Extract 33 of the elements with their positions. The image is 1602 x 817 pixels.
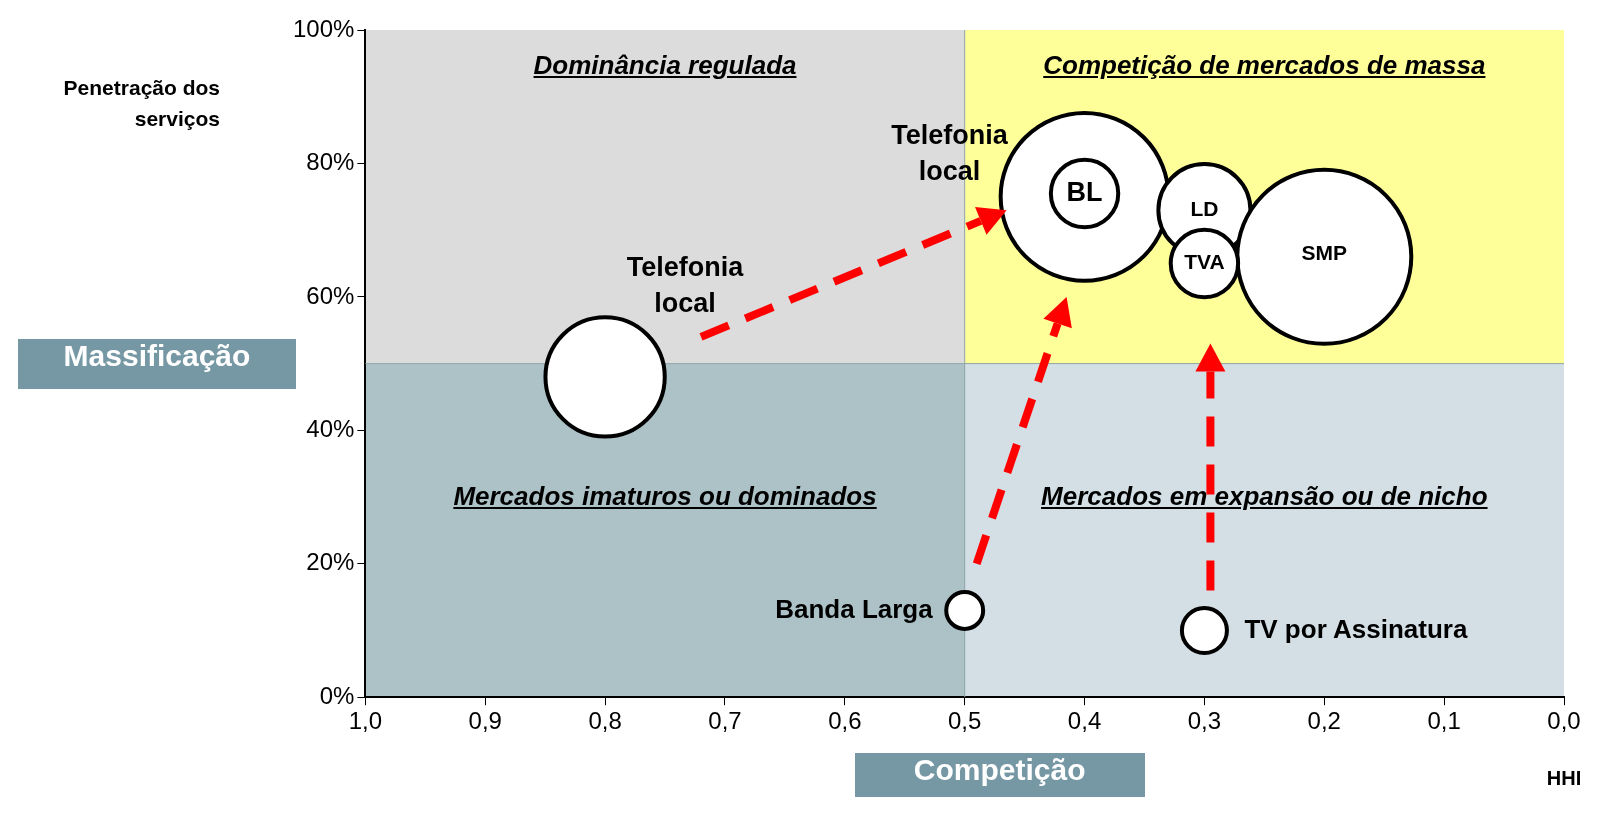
x-axis-title: HHI (1545, 767, 1583, 791)
annotation: Mercados em expansão ou de nicho (1040, 480, 1489, 512)
series-label: BL (1066, 176, 1103, 207)
y-tick-label: 0% (319, 681, 355, 709)
x-tick-label: 0,1 (1427, 707, 1461, 735)
x-tick-label: 0,0 (1547, 707, 1581, 735)
x-tick-label: 0,4 (1067, 707, 1102, 735)
x-tick-label: 0,5 (948, 707, 982, 735)
x-tick-label: 0,6 (828, 707, 862, 735)
x-tick-label: 0,7 (708, 707, 742, 735)
series-label: SMP (1301, 240, 1348, 264)
y-axis-title: Penetração dos serviços (62, 75, 220, 132)
x-tick-label: 0,3 (1187, 707, 1222, 735)
annotation: Dominância regulada (532, 50, 798, 81)
y-tick-label: 80% (306, 148, 355, 176)
y-tick-label: 60% (306, 281, 355, 309)
series-label: Banda Larga (775, 593, 934, 624)
series-label: Telefonia local (626, 252, 745, 319)
x-tick-label: 0,9 (468, 707, 502, 735)
series-label: TVA (1184, 250, 1225, 274)
annotation: Mercados imaturos ou dominados (452, 480, 878, 512)
x-tick-label: 0,2 (1307, 707, 1341, 735)
text: Massificação (18, 338, 296, 389)
x-tick-label: 1,0 (348, 707, 383, 735)
y-tick-label: 40% (306, 414, 355, 442)
annotation: Competição de mercados de massa (1042, 50, 1487, 81)
y-tick-label: 100% (292, 14, 355, 42)
text: Competição (854, 753, 1145, 798)
series-label: LD (1190, 196, 1219, 220)
y-tick-label: 20% (306, 548, 355, 576)
series-label: Telefonia local (891, 120, 1009, 187)
x-tick-label: 0,8 (588, 707, 622, 735)
series-label: TV por Assinatura (1244, 613, 1468, 644)
